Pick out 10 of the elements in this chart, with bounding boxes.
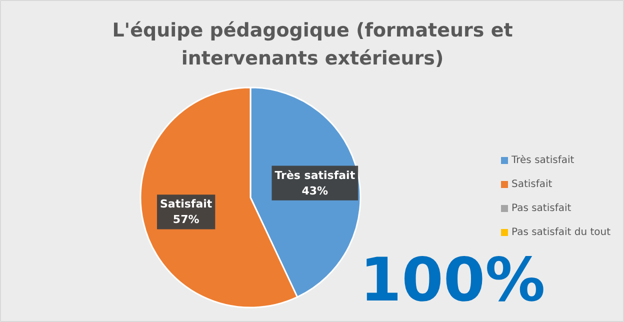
chart-title: L'équipe pédagogique (formateurs et intervenants extérieurs)	[112, 20, 513, 70]
slice-label: Très satisfait	[274, 168, 356, 182]
legend-label: Pas satisfait	[512, 203, 572, 214]
data-label: 57%	[172, 213, 200, 226]
text: 100%	[360, 246, 546, 316]
legend-label: Pas satisfait du tout	[512, 227, 611, 238]
legend-label: Satisfait	[512, 179, 552, 190]
data-label: 43%	[302, 184, 328, 198]
legend-label: Très satisfait	[510, 155, 574, 166]
slice-label: Satisfait	[160, 198, 212, 211]
